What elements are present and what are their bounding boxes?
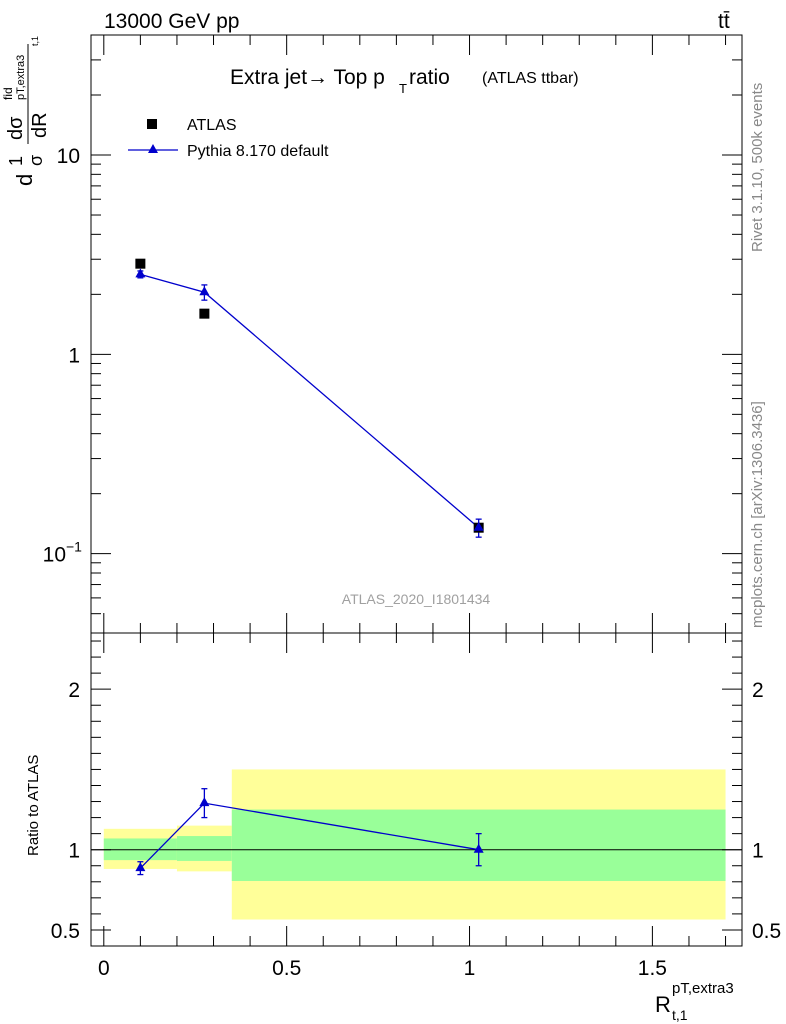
legend-marker-pythia [148, 144, 158, 153]
analysis-id: ATLAS_2020_I1801434 [342, 591, 491, 607]
ratio-bands [91, 769, 742, 920]
legend-label-pythia: Pythia 8.170 default [187, 143, 329, 160]
ratio-y-tick-label-right-0: 0.5 [752, 920, 781, 943]
y-title-one: 1 [6, 156, 26, 166]
title-sub: T [399, 81, 407, 96]
ratio-y-tick-label-right-1: 1 [752, 840, 764, 863]
ratio-y-tick-label-left-2: 2 [68, 679, 80, 702]
y-title-dsigma: dσ [5, 116, 27, 140]
ratio-y-label: Ratio to ATLAS [25, 755, 42, 856]
x-ticks: 0 0.5 1 1.5 [98, 35, 727, 980]
y-title-dR: dR [29, 112, 51, 138]
main-series [135, 258, 484, 538]
x-axis-title: R pT,extra3 t,1 [655, 980, 734, 1023]
y-axis-title: d 1 σ dσ fid pT,extra3 t,1 dR [1, 36, 51, 186]
title-after: ratio [409, 66, 450, 89]
main-y-tick-label-2: 10 [57, 145, 80, 168]
pythia-point-1 [199, 286, 210, 296]
ratio-pythia-point-1 [199, 797, 210, 807]
y-title-sigma: σ [26, 155, 46, 166]
atlas-point-0 [135, 258, 146, 269]
main-y-tick-label-0: 10 [43, 544, 66, 567]
legend-label-atlas: ATLAS [187, 117, 237, 134]
process-label: tt̄ [718, 10, 730, 33]
pythia-point-2 [473, 521, 484, 531]
legend: ATLAS Pythia 8.170 default [128, 117, 329, 160]
mcplots-label: mcplots.cern.ch [arXiv:1306.3436] [749, 401, 766, 628]
legend-marker-atlas [147, 119, 157, 129]
x-title-R: R [655, 992, 671, 1017]
ratio-y-tick-label-right-2: 2 [752, 679, 764, 702]
y-title-sub2: t,1 [30, 36, 40, 46]
x-title-sup: pT,extra3 [672, 980, 734, 997]
ratio-series [135, 788, 484, 876]
title-small: (ATLAS ttbar) [482, 70, 579, 87]
ratio-y-tick-label-left-0: 0.5 [51, 920, 80, 943]
ratio-pythia-point-2 [473, 843, 484, 853]
main-y-tick-label-exp-0: −1 [66, 539, 82, 555]
title-main: Extra jet→ Top p [230, 66, 385, 89]
x-tick-label-2: 1 [464, 957, 476, 980]
y-title-d: d [12, 174, 37, 186]
x-tick-label-0: 0 [98, 957, 110, 980]
ratio-plot-frame [90, 632, 743, 947]
rivet-label: Rivet 3.1.10, 500k events [749, 83, 766, 252]
x-title-sub: t,1 [672, 1007, 688, 1023]
main-y-tick-label-1: 1 [68, 344, 80, 367]
x-tick-label-3: 1.5 [638, 957, 667, 980]
atlas-point-1 [199, 308, 210, 319]
energy-label: 13000 GeV pp [104, 10, 239, 33]
ratio-pythia-point-0 [135, 862, 146, 872]
x-tick-label-1: 0.5 [272, 957, 301, 980]
chart-title: Extra jet→ Top p T ratio (ATLAS ttbar) [230, 66, 579, 96]
y-title-sub: pT,extra3 [15, 55, 27, 100]
ratio-y-ticks: 0.5 0.5 1 1 2 2 [51, 640, 781, 943]
pythia-point-0 [135, 268, 146, 278]
ratio-y-tick-label-left-1: 1 [68, 840, 80, 863]
ratio-band-green-1 [176, 836, 232, 861]
pythia-line [140, 273, 480, 529]
y-title-fid: fid [1, 87, 15, 100]
